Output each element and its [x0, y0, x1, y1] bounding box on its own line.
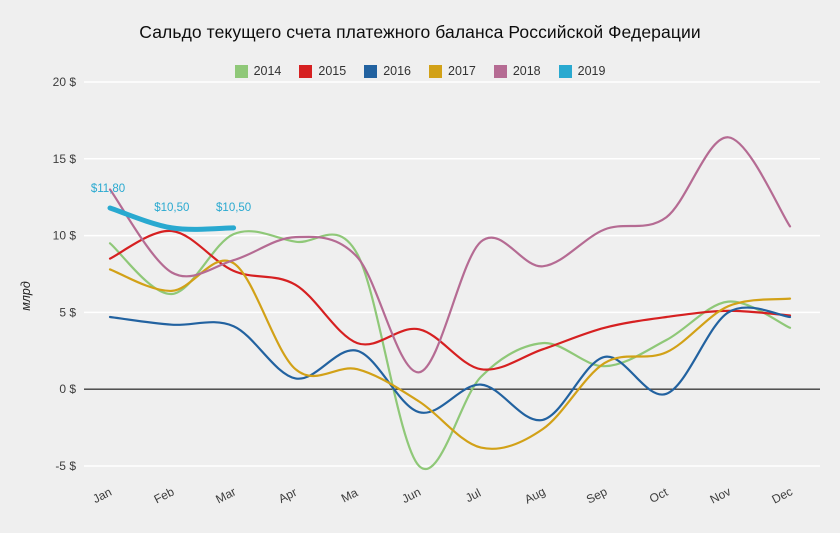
series-line-2015 — [108, 229, 792, 371]
series-line-2019 — [107, 205, 237, 232]
y-tick-label: 20 $ — [53, 75, 77, 89]
x-tick-label: Nov — [708, 484, 733, 506]
x-tick-label: Sep — [584, 484, 610, 506]
legend-label: 2014 — [253, 64, 282, 78]
x-tick-label: Jun — [399, 485, 423, 506]
x-tick-label: Mar — [213, 485, 238, 507]
annotation-label: $10,50 — [154, 202, 189, 214]
legend-swatch — [429, 64, 442, 78]
x-tick-label: Oct — [647, 485, 671, 506]
legend-label: 2015 — [318, 64, 347, 78]
series-line-2018 — [108, 136, 792, 374]
x-tick-label: Aug — [522, 484, 547, 506]
legend-item-2019[interactable]: 2019 — [558, 64, 606, 78]
legend-swatch — [234, 64, 248, 78]
legend-swatch — [299, 64, 313, 78]
x-tick-label: Jul — [463, 486, 483, 505]
series-line-2014 — [108, 230, 792, 470]
legend-item-2017[interactable]: 2017 — [429, 64, 476, 78]
x-tick-label: Dec — [769, 484, 794, 506]
series-line-2017 — [108, 259, 792, 450]
x-tick-label: Jan — [90, 485, 114, 506]
annotation-label: $10,50 — [216, 202, 251, 214]
legend-item-2015[interactable]: 2015 — [299, 64, 346, 78]
x-tick-label: Ma — [339, 485, 360, 505]
legend-label: 2017 — [448, 64, 476, 78]
y-tick-label: 15 $ — [53, 152, 77, 166]
legend-swatch — [558, 64, 572, 78]
y-tick-label: 10 $ — [53, 229, 77, 243]
x-tick-label: Apr — [276, 485, 299, 506]
series-line-2016 — [108, 306, 792, 422]
y-tick-label: 5 $ — [59, 305, 76, 319]
legend-label: 2016 — [383, 64, 411, 78]
legend-item-2016[interactable]: 2016 — [364, 64, 411, 78]
legend-label: 2018 — [512, 64, 541, 78]
y-tick-label: -5 $ — [55, 459, 76, 473]
y-tick-label: 0 $ — [59, 382, 76, 396]
annotation-label: $11,80 — [91, 183, 125, 195]
chart-title: Сальдо текущего счета платежного баланса… — [139, 22, 701, 42]
legend-label: 2019 — [577, 64, 606, 78]
legend-swatch — [364, 64, 378, 78]
legend-item-2014[interactable]: 2014 — [234, 64, 282, 78]
legend-item-2018[interactable]: 2018 — [493, 64, 541, 78]
x-tick-label: Feb — [152, 484, 177, 506]
legend-swatch — [493, 64, 507, 78]
chart-legend: 2014 2015 2016 2017 2018 2019 — [0, 64, 840, 78]
y-axis-title: млрд — [19, 281, 33, 311]
